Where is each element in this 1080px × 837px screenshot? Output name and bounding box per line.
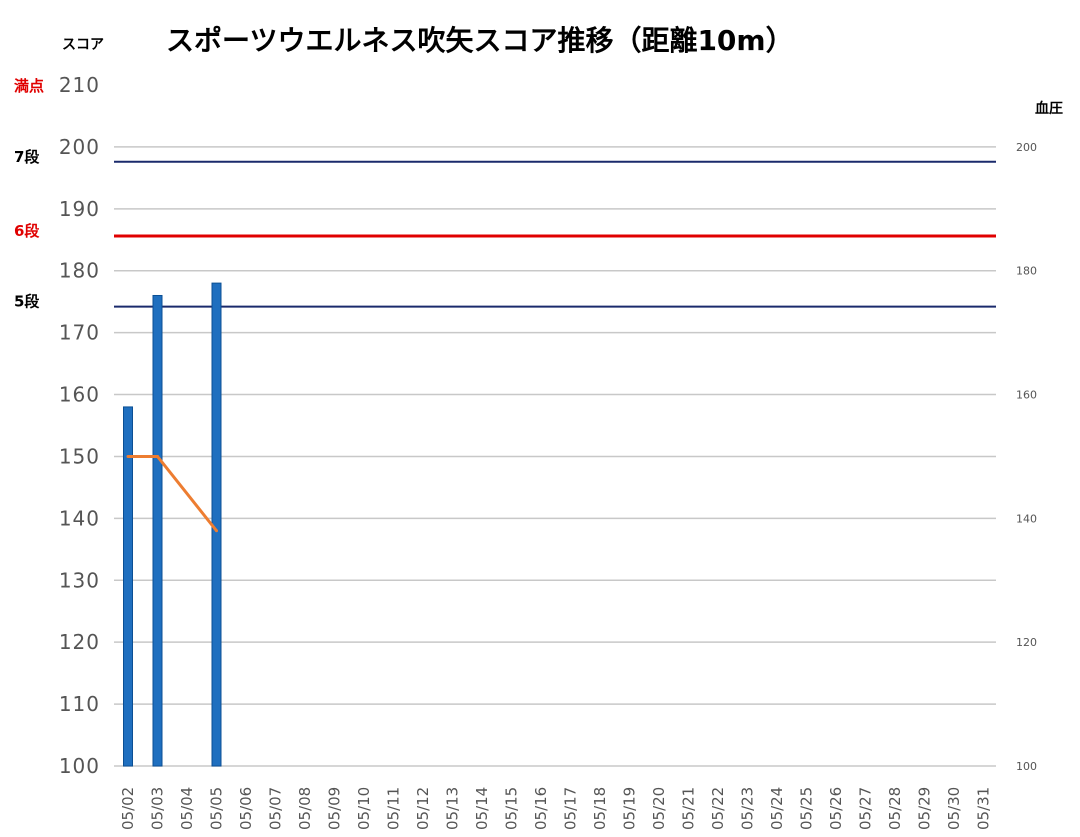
x-tick-label: 05/23 [739, 787, 757, 830]
x-tick-label: 05/19 [621, 787, 639, 830]
chart-title: スポーツウエルネス吹矢スコア推移（距離10m） [166, 24, 794, 57]
y2-tick-label: 200 [1016, 141, 1037, 154]
x-tick-label: 05/12 [414, 787, 432, 830]
y2-tick-label: 120 [1016, 636, 1037, 649]
x-tick-label: 05/31 [975, 787, 993, 830]
grid [114, 146, 996, 767]
x-tick-label: 05/21 [680, 787, 698, 830]
reference-label: 7段 [14, 148, 39, 166]
y-tick-label: 100 [59, 754, 100, 778]
y-tick-label: 120 [59, 630, 100, 654]
x-tick-label: 05/05 [208, 787, 226, 830]
y-tick-label: 210 [59, 73, 100, 97]
y-tick-label: 170 [59, 321, 100, 345]
x-tick-label: 05/22 [709, 787, 727, 830]
x-tick-label: 05/07 [267, 787, 285, 830]
bars [123, 282, 222, 767]
y-tick-label: 110 [59, 692, 100, 716]
x-tick-label: 05/24 [768, 787, 786, 830]
reference-label: 6段 [14, 222, 39, 240]
y2-tick-label: 100 [1016, 760, 1037, 773]
x-tick-label: 05/08 [296, 787, 314, 830]
x-tick-label: 05/26 [827, 787, 845, 830]
x-tick-label: 05/27 [857, 787, 875, 830]
x-tick-label: 05/02 [119, 787, 137, 830]
bar [152, 294, 163, 767]
bar [123, 406, 133, 767]
y-tick-label: 150 [59, 444, 100, 468]
x-tick-label: 05/14 [473, 787, 491, 830]
y-axis: 100 110 120 130 140 150 160 170 180 190 200 210 [59, 73, 100, 778]
y-tick-label: 130 [59, 568, 100, 592]
x-tick-label: 05/15 [503, 787, 521, 830]
x-tick-label: 05/18 [591, 787, 609, 830]
x-tick-label: 05/13 [444, 787, 462, 830]
y-tick-label: 140 [59, 506, 100, 530]
x-tick-label: 05/28 [886, 787, 904, 830]
y-tick-label: 180 [59, 259, 100, 283]
y-axis-label: スコア [62, 37, 104, 53]
line-point [126, 454, 130, 458]
reference-lines: 満点 7段 6段 5段 [14, 77, 996, 311]
y-tick-label: 200 [59, 135, 100, 159]
x-tick-label: 05/20 [650, 787, 668, 830]
line-series [126, 454, 218, 533]
y2-tick-label: 180 [1016, 265, 1037, 278]
y-tick-label: 160 [59, 383, 100, 407]
x-tick-label: 05/29 [916, 787, 934, 830]
x-tick-label: 05/06 [237, 787, 255, 830]
x-tick-label: 05/25 [798, 787, 816, 830]
x-axis: 05/02 05/03 05/04 05/05 05/06 05/07 05/08 05/09… [119, 787, 993, 830]
line-point [156, 454, 159, 458]
x-tick-label: 05/11 [385, 787, 403, 830]
x-tick-label: 05/17 [562, 787, 580, 830]
x-tick-label: 05/30 [945, 787, 963, 830]
reference-label: 5段 [14, 293, 39, 311]
line-point [215, 529, 218, 533]
line-series-path [128, 454, 218, 532]
y2-tick-label: 140 [1016, 512, 1037, 525]
y2-axis-label: 血圧 [1035, 100, 1063, 117]
x-tick-label: 05/10 [355, 787, 373, 830]
y2-axis: 100 120 140 160 180 200 [1016, 141, 1037, 773]
x-tick-label: 05/16 [532, 787, 550, 830]
reference-label: 満点 [14, 77, 44, 95]
y-tick-label: 190 [59, 197, 100, 221]
x-tick-label: 05/04 [178, 787, 196, 830]
x-tick-label: 05/09 [326, 787, 344, 830]
x-tick-label: 05/03 [149, 787, 167, 830]
y2-tick-label: 160 [1016, 389, 1037, 402]
